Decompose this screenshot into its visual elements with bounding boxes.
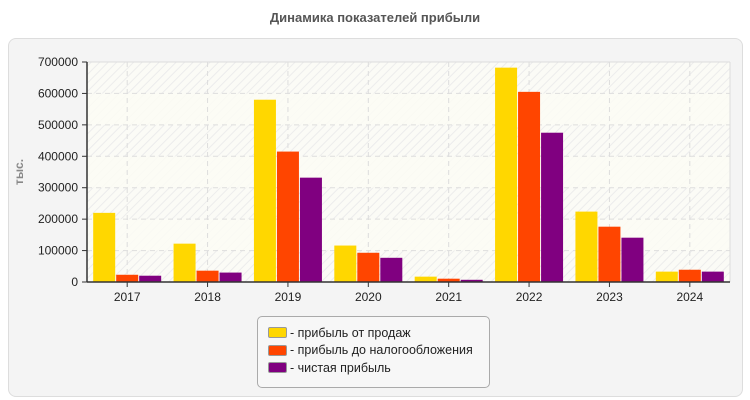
bar [219, 272, 242, 282]
x-tick-label: 2019 [275, 290, 302, 304]
y-tick-label: 600000 [38, 86, 78, 100]
bar [678, 269, 701, 282]
legend-swatch [268, 344, 287, 356]
plot-band [87, 156, 730, 188]
bar [93, 212, 116, 282]
bar [621, 237, 644, 282]
legend-swatch [268, 362, 287, 374]
plot-band [87, 93, 730, 125]
bar [495, 67, 518, 283]
legend-swatch [268, 327, 287, 339]
bar [334, 245, 357, 282]
legend-item: - чистая прибыль [268, 359, 489, 377]
bar [357, 252, 380, 282]
legend-label: - прибыль от продаж [290, 325, 411, 340]
x-tick-label: 2024 [676, 290, 703, 304]
x-tick-label: 2017 [114, 290, 141, 304]
bar [414, 276, 437, 282]
bar [655, 271, 678, 282]
bar [380, 257, 403, 282]
x-tick-label: 2022 [516, 290, 543, 304]
bar [299, 177, 322, 282]
y-tick-label: 200000 [38, 212, 78, 226]
bar [173, 243, 196, 282]
bar [460, 279, 483, 282]
legend-item: - прибыль до налогообложения [268, 342, 489, 360]
bar [276, 151, 299, 282]
y-axis-label: тыс. [12, 159, 26, 185]
y-tick-label: 100000 [38, 244, 78, 258]
y-tick-label: 500000 [38, 118, 78, 132]
bar [253, 99, 276, 282]
y-tick-label: 700000 [38, 55, 78, 69]
y-tick-label: 0 [71, 275, 78, 289]
x-tick-label: 2020 [355, 290, 382, 304]
y-tick-label: 300000 [38, 181, 78, 195]
legend-label: - чистая прибыль [290, 360, 391, 375]
legend-label: - прибыль до налогообложения [290, 343, 473, 358]
bar [437, 278, 460, 282]
bar [598, 226, 621, 282]
bar [541, 132, 564, 282]
y-tick-label: 400000 [38, 149, 78, 163]
bar [575, 211, 598, 282]
x-tick-label: 2018 [194, 290, 221, 304]
bar [196, 270, 219, 282]
x-tick-label: 2021 [435, 290, 462, 304]
legend: - прибыль от продаж - прибыль до налогооб… [257, 316, 490, 388]
bar [701, 271, 724, 282]
chart-title: Динамика показателей прибыли [269, 10, 481, 25]
legend-item: - прибыль от продаж [268, 324, 489, 342]
bar [116, 274, 139, 282]
x-tick-label: 2023 [596, 290, 623, 304]
bar [139, 275, 162, 282]
bar [518, 91, 541, 282]
